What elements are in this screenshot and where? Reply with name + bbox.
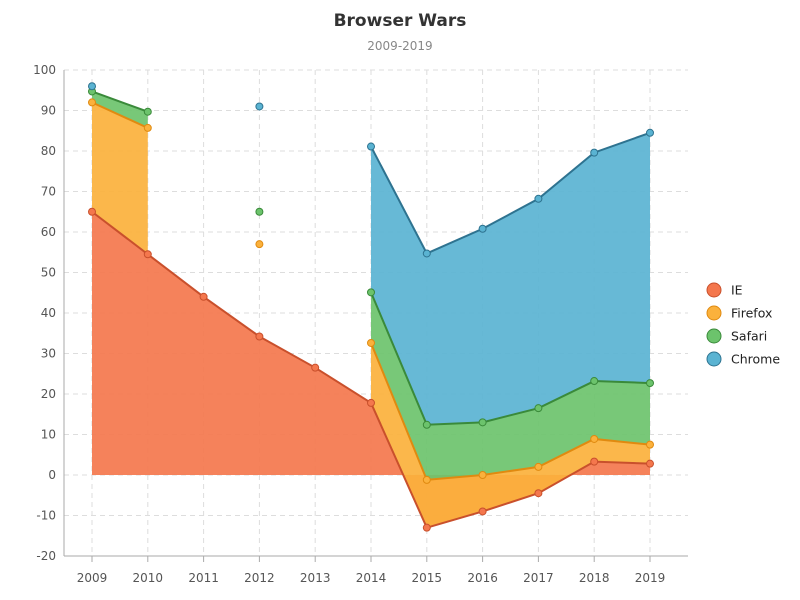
- legend-label-ie: IE: [731, 283, 743, 298]
- area-chrome: [371, 132, 650, 425]
- point-safari: [367, 288, 375, 297]
- x-tick-label: 2018: [579, 571, 610, 585]
- x-tick-label: 2010: [133, 571, 164, 585]
- point-firefox: [646, 440, 654, 449]
- point-firefox: [255, 240, 264, 249]
- x-tick-label: 2013: [300, 571, 331, 585]
- point-firefox: [590, 434, 599, 443]
- axes: -20 -10 0 10 20 30 40 50 60 70 80 90 100 2009 2010 2011…: [33, 63, 688, 585]
- point-firefox: [422, 475, 431, 484]
- legend: IE Firefox Safari Chrome: [706, 282, 780, 367]
- line-firefox: [91, 101, 149, 129]
- point-ie: [646, 459, 654, 468]
- y-tick-label: 40: [41, 306, 56, 320]
- point-safari: [143, 107, 152, 116]
- area-firefox: [371, 342, 650, 528]
- y-tick-label: -10: [36, 509, 56, 523]
- point-ie: [478, 507, 487, 516]
- series-points: [88, 82, 654, 532]
- area-safari: [371, 292, 650, 480]
- x-tick-label: 2012: [244, 571, 275, 585]
- point-ie: [590, 457, 599, 466]
- y-tick-label: 20: [41, 387, 56, 401]
- x-tick-label: 2017: [523, 571, 554, 585]
- point-chrome: [534, 194, 543, 203]
- y-tick-label: 60: [41, 225, 56, 239]
- legend-label-safari: Safari: [731, 329, 767, 344]
- x-tick-label: 2011: [188, 571, 219, 585]
- line-safari: [370, 291, 651, 426]
- y-tick-label: -20: [36, 549, 56, 563]
- legend-marker-ie: [706, 282, 722, 298]
- legend-label-chrome: Chrome: [731, 352, 780, 367]
- y-tick-label: 80: [41, 144, 56, 158]
- point-chrome: [255, 102, 264, 111]
- y-tick-label: 100: [33, 63, 56, 77]
- point-chrome: [478, 224, 487, 233]
- chart-title: Browser Wars: [334, 11, 467, 31]
- y-tick-label: 0: [48, 468, 56, 482]
- point-firefox: [534, 462, 543, 471]
- point-chrome: [646, 128, 654, 137]
- point-safari: [255, 207, 264, 216]
- point-ie: [199, 292, 208, 301]
- x-tick-label: 2009: [77, 571, 108, 585]
- area-safari: [92, 91, 148, 128]
- point-firefox: [478, 471, 487, 479]
- point-ie: [311, 363, 320, 372]
- y-tick-label: 10: [41, 428, 56, 442]
- point-chrome: [422, 249, 431, 258]
- legend-label-firefox: Firefox: [731, 306, 772, 321]
- x-tick-label: 2016: [467, 571, 498, 585]
- point-firefox: [143, 123, 152, 132]
- point-safari: [422, 420, 431, 429]
- point-ie: [88, 207, 96, 216]
- legend-marker-chrome: [706, 351, 722, 367]
- point-ie: [422, 523, 431, 532]
- chart-subtitle: 2009-2019: [367, 39, 432, 53]
- x-tick-label: 2019: [635, 571, 666, 585]
- point-firefox: [88, 98, 96, 107]
- line-firefox: [370, 342, 651, 481]
- point-chrome: [367, 142, 375, 151]
- point-safari: [646, 379, 654, 388]
- area-firefox: [92, 102, 148, 255]
- point-chrome: [590, 148, 599, 157]
- line-safari: [91, 90, 149, 113]
- legend-marker-safari: [706, 328, 722, 344]
- point-safari: [478, 418, 487, 427]
- line-chrome: [370, 131, 651, 255]
- series-areas: [92, 91, 650, 528]
- point-ie: [143, 250, 152, 259]
- point-ie: [255, 332, 264, 341]
- point-safari: [534, 404, 543, 413]
- series-lines: [91, 90, 651, 529]
- x-tick-label: 2015: [412, 571, 443, 585]
- x-tick-label: 2014: [356, 571, 387, 585]
- y-tick-label: 70: [41, 185, 56, 199]
- y-tick-label: 30: [41, 347, 56, 361]
- legend-marker-firefox: [706, 305, 722, 321]
- point-chrome: [88, 82, 96, 91]
- point-safari: [590, 377, 599, 386]
- point-ie: [534, 489, 543, 498]
- y-tick-label: 90: [41, 104, 56, 118]
- area-ie: [92, 211, 650, 528]
- y-tick-label: 50: [41, 266, 56, 280]
- point-ie: [367, 398, 375, 407]
- point-firefox: [367, 338, 375, 347]
